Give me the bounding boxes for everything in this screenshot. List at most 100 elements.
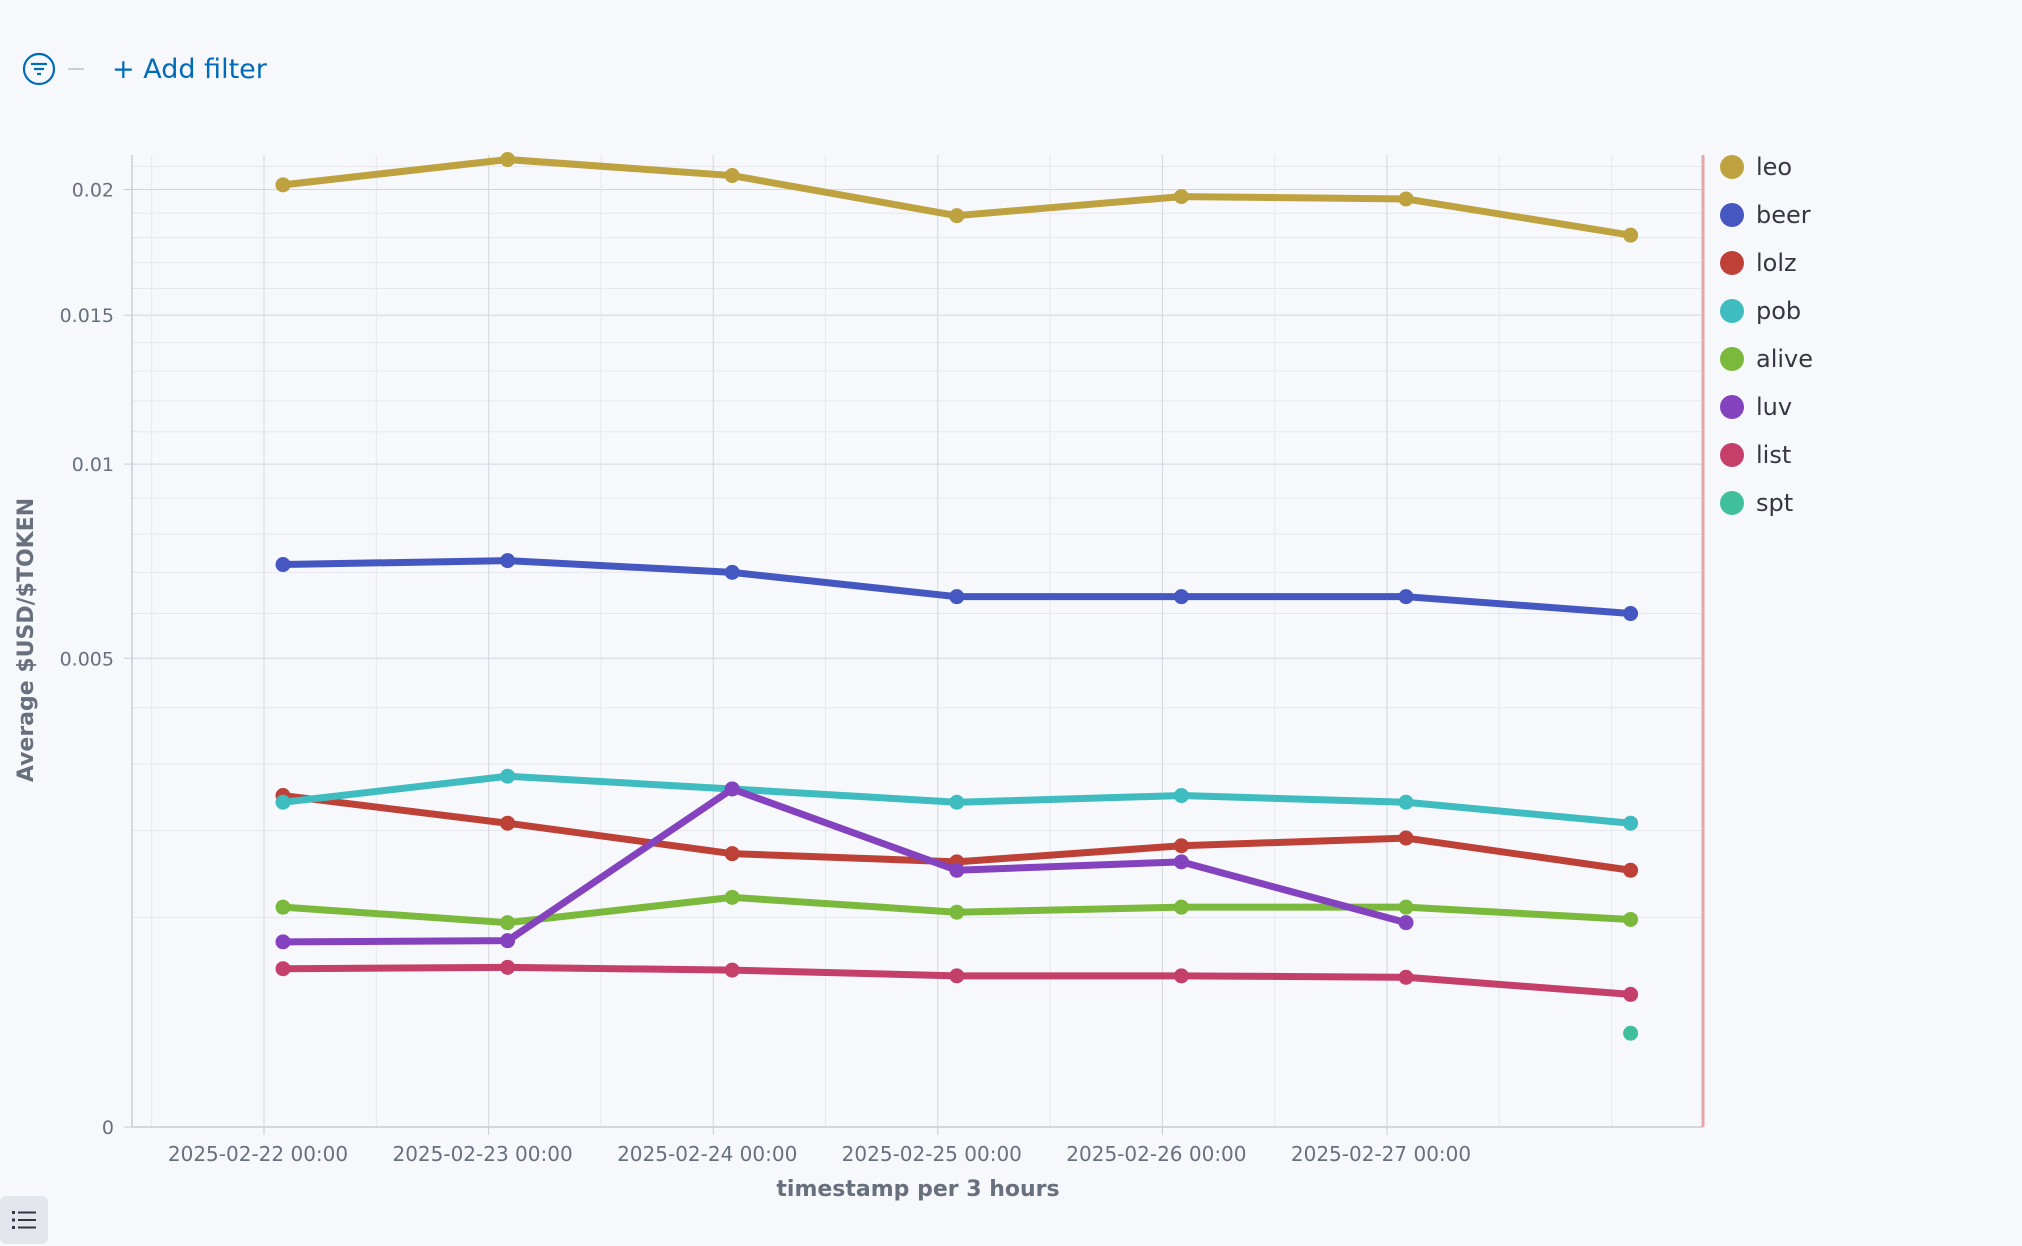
legend-item-luv[interactable]: luv (1720, 383, 1813, 431)
data-point-leo (1173, 189, 1189, 205)
legend-item-lolz[interactable]: lolz (1720, 239, 1813, 287)
legend-label: leo (1756, 153, 1793, 181)
x-tick-label: 2025-02-25 00:00 (842, 1142, 1022, 1166)
data-point-leo (275, 177, 291, 193)
x-tick-label: 2025-02-27 00:00 (1291, 1142, 1471, 1166)
data-point-list (500, 959, 516, 975)
legend-swatch (1720, 443, 1744, 467)
data-point-pob (275, 794, 291, 810)
data-point-beer (1173, 589, 1189, 605)
filter-bar: + Add filter (22, 52, 267, 86)
data-point-beer (275, 557, 291, 573)
x-tick-label: 2025-02-26 00:00 (1066, 1142, 1246, 1166)
legend-item-beer[interactable]: beer (1720, 191, 1813, 239)
add-filter-button[interactable]: + Add filter (112, 53, 267, 85)
data-point-list (1623, 986, 1639, 1002)
data-point-leo (1623, 227, 1639, 243)
y-tick-label: 0.005 (60, 648, 114, 670)
data-point-beer (1623, 606, 1639, 622)
data-point-pob (500, 768, 516, 784)
legend-item-spt[interactable]: spt (1720, 479, 1813, 527)
data-point-alive (949, 904, 965, 920)
data-point-alive (1173, 899, 1189, 915)
data-point-list (1173, 968, 1189, 984)
x-tick-label: 2025-02-23 00:00 (392, 1142, 572, 1166)
chart-legend: leo beer lolz pob alive luv list spt (1720, 143, 1813, 527)
data-point-alive (275, 899, 291, 915)
series-beer (275, 553, 1639, 622)
series-spt (1623, 1025, 1639, 1041)
data-point-leo (724, 168, 740, 184)
filter-divider (68, 68, 84, 70)
filter-icon[interactable] (22, 52, 56, 86)
y-tick-label: 0.015 (60, 305, 114, 327)
series-leo (275, 152, 1639, 243)
data-point-list (1398, 969, 1414, 985)
data-point-beer (724, 564, 740, 580)
data-point-lolz (1398, 830, 1414, 846)
data-point-leo (1398, 191, 1414, 207)
x-tick-label: 2025-02-24 00:00 (617, 1142, 797, 1166)
series-line-luv (279, 785, 1410, 946)
data-point-pob (949, 794, 965, 810)
legend-label: beer (1756, 201, 1811, 229)
data-point-alive (500, 915, 516, 931)
y-tick-label: 0.02 (72, 180, 114, 202)
data-point-alive (1623, 911, 1639, 927)
legend-label: luv (1756, 393, 1793, 421)
data-point-leo (949, 208, 965, 224)
data-point-alive (724, 889, 740, 905)
data-point-lolz (500, 815, 516, 831)
data-point-luv (1398, 915, 1414, 931)
legend-swatch (1720, 299, 1744, 323)
data-point-luv (949, 862, 965, 878)
data-point-lolz (1623, 862, 1639, 878)
legend-swatch (1720, 155, 1744, 179)
data-point-beer (1398, 589, 1414, 605)
data-point-alive (1398, 899, 1414, 915)
data-point-luv (724, 781, 740, 797)
x-tick-label: 2025-02-22 00:00 (168, 1142, 348, 1166)
legend-swatch (1720, 395, 1744, 419)
legend-item-list[interactable]: list (1720, 431, 1813, 479)
series-line-leo (279, 156, 1635, 239)
data-point-list (724, 962, 740, 978)
series-luv (275, 781, 1414, 950)
data-point-pob (1173, 788, 1189, 804)
legend-item-leo[interactable]: leo (1720, 143, 1813, 191)
legend-label: spt (1756, 489, 1794, 517)
legend-label: lolz (1756, 249, 1797, 277)
legend-label: alive (1756, 345, 1814, 373)
y-tick-label: 0.01 (72, 454, 114, 476)
data-point-luv (275, 934, 291, 950)
series-alive (275, 889, 1639, 931)
data-point-lolz (1173, 838, 1189, 854)
data-point-list (275, 961, 291, 977)
legend-swatch (1720, 251, 1744, 275)
data-point-luv (500, 933, 516, 949)
legend-swatch (1720, 491, 1744, 515)
legend-label: pob (1756, 297, 1802, 325)
list-icon (12, 1211, 36, 1229)
data-point-beer (500, 553, 516, 569)
legend-swatch (1720, 347, 1744, 371)
x-axis-title: timestamp per 3 hours (776, 1177, 1059, 1202)
legend-item-pob[interactable]: pob (1720, 287, 1813, 335)
y-axis-title: Average $USD/$TOKEN (14, 498, 39, 782)
data-point-pob (1623, 815, 1639, 831)
grid (132, 155, 1703, 1128)
data-point-lolz (724, 846, 740, 862)
data-point-beer (949, 589, 965, 605)
series-line-beer (279, 557, 1635, 618)
legend-swatch (1720, 203, 1744, 227)
legend-toggle-button[interactable] (0, 1196, 48, 1244)
series-pob (275, 768, 1639, 831)
legend-label: list (1756, 441, 1792, 469)
legend-item-alive[interactable]: alive (1720, 335, 1813, 383)
data-point-list (949, 968, 965, 984)
data-point-spt (1623, 1025, 1639, 1041)
data-point-luv (1173, 854, 1189, 870)
data-point-leo (500, 152, 516, 168)
series-list (275, 959, 1639, 1002)
